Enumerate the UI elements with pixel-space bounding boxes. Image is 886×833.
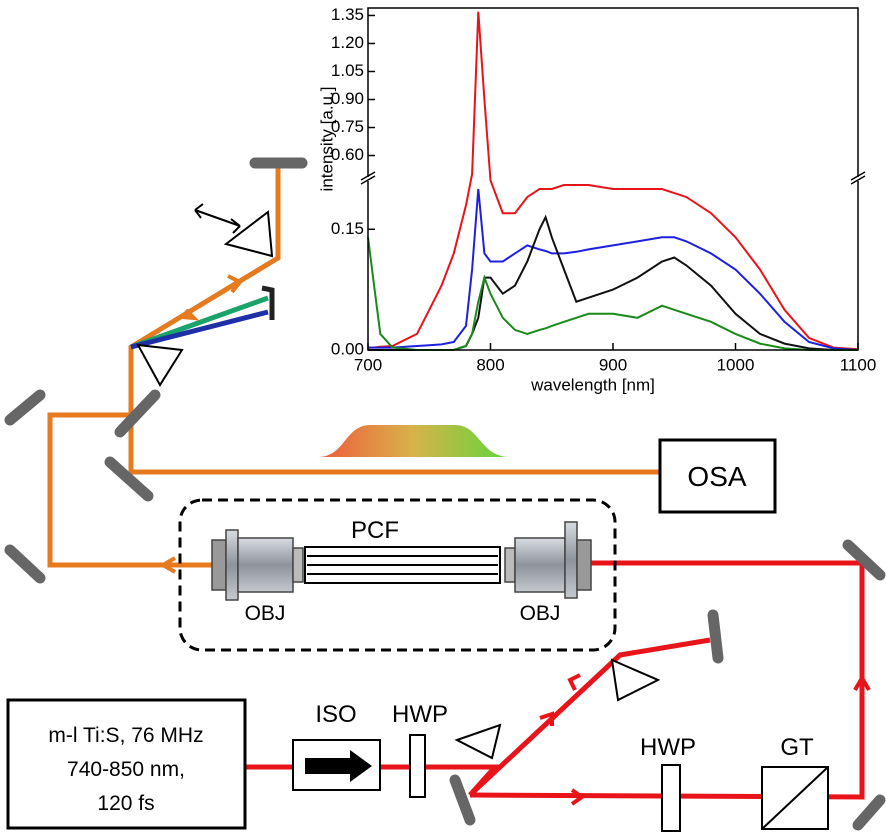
pcf-label: PCF	[351, 517, 399, 544]
axis-break-mark	[850, 171, 866, 185]
laser-text: 740-850 nm,	[67, 758, 185, 781]
waveplate	[409, 734, 426, 798]
x-tick-label: 1000	[717, 355, 755, 374]
laser-text: m-l Ti:S, 76 MHz	[48, 724, 203, 747]
spectrum-line	[368, 188, 859, 351]
spectrum-line	[368, 11, 859, 351]
y-tick-label: 0.90	[331, 89, 364, 108]
fiber-enclosure	[178, 498, 617, 652]
grating	[261, 285, 275, 320]
x-tick-label: 900	[599, 355, 627, 374]
red-arrows	[539, 673, 871, 806]
y-axis-label: intensity [a.u.]	[317, 87, 336, 192]
y-tick-label: 0.00	[331, 339, 364, 358]
laser-text: 120 fs	[97, 792, 154, 815]
orange-arrows	[159, 274, 244, 574]
x-axis-label: wavelength [nm]	[530, 375, 655, 394]
motion-arrow	[194, 203, 241, 234]
plot-background	[368, 8, 858, 350]
isolator-arrow	[305, 750, 372, 782]
hwp-label: HWP	[640, 734, 696, 761]
glan-interface	[761, 766, 829, 830]
x-tick-label: 1100	[840, 355, 877, 374]
spectrum-icon	[318, 425, 510, 457]
axis-break-mark	[360, 171, 376, 185]
fiber	[304, 546, 501, 584]
mirrors	[4, 157, 886, 831]
obj-label: OBJ	[245, 602, 286, 625]
waveplate	[661, 764, 681, 832]
osa-label: OSA	[687, 461, 746, 492]
y-tick-label: 1.35	[331, 5, 364, 24]
prisms	[136, 210, 661, 760]
y-tick-label: 1.20	[331, 33, 364, 52]
axis-break-gap	[852, 177, 864, 181]
axis-break-gap	[362, 177, 374, 181]
y-tick-label: 0.15	[331, 219, 364, 238]
obj-label: OBJ	[520, 602, 561, 625]
objectives	[211, 521, 592, 601]
y-tick-label: 1.05	[331, 61, 364, 80]
x-tick-label: 800	[476, 355, 504, 374]
y-tick-label: 0.75	[331, 117, 364, 136]
laser-box	[6, 698, 247, 830]
iso-label: ISO	[315, 701, 356, 728]
blue-beam	[130, 309, 269, 350]
hwp-label: HWP	[392, 701, 448, 728]
spectrum-chart: 0.00 0.15 0.60 0.75 0.90 1.05 1.20 1.35 700 800 90…	[317, 5, 876, 395]
gt-label: GT	[780, 734, 814, 761]
y-tick-label: 0.60	[331, 145, 364, 164]
x-tick-label: 700	[354, 355, 382, 374]
osa-box	[658, 438, 777, 514]
